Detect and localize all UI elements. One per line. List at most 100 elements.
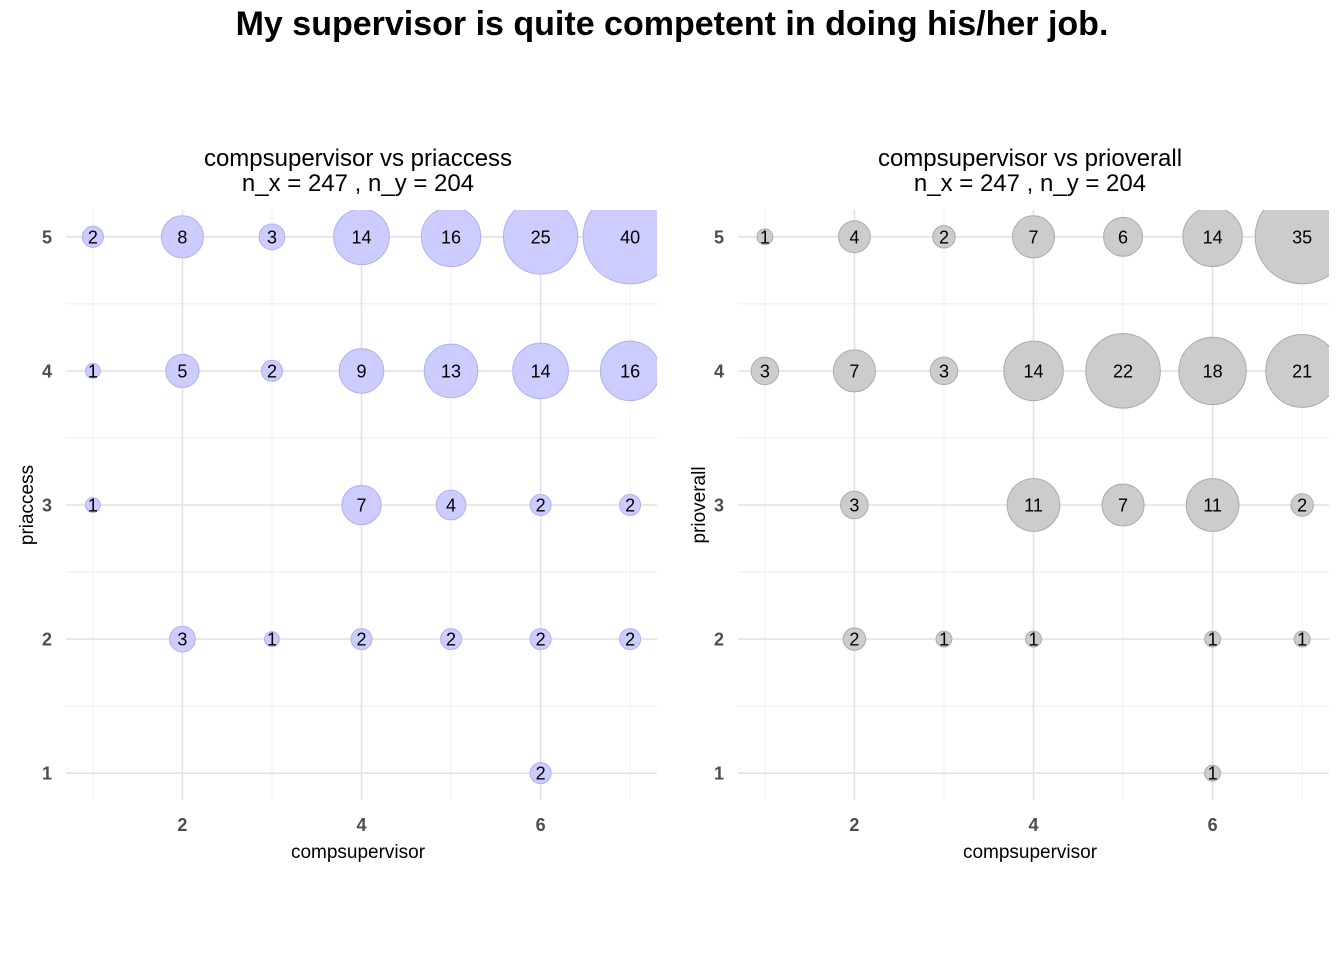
bubble-label: 3 — [267, 227, 277, 247]
bubble-label: 13 — [441, 361, 461, 381]
bubble — [756, 228, 774, 246]
bubble-label: 7 — [1028, 227, 1038, 247]
bubbles — [81, 210, 657, 785]
bubble — [1204, 764, 1222, 782]
bubble-label: 3 — [939, 361, 949, 381]
bubble — [1293, 630, 1311, 648]
bubble-label: 1 — [1028, 630, 1038, 650]
bubble — [838, 220, 871, 254]
bubble-label: 7 — [849, 361, 859, 381]
bubble-label: 2 — [536, 630, 546, 650]
bubble-label: 3 — [177, 630, 187, 650]
bubble-label: 14 — [1203, 227, 1223, 247]
panel-subtitle: n_x = 247 , n_y = 204 — [914, 170, 1146, 197]
panel-2: 1 4 2 7 6 14 353 7 3 14 22 18 213 11 7 11 22 1 1 1 112 4 61234… — [689, 145, 1329, 863]
y-tick-label: 1 — [714, 764, 724, 784]
bubble — [440, 628, 463, 651]
bubble — [1178, 336, 1247, 406]
main-title: My supervisor is quite competent in doin… — [235, 5, 1109, 43]
bubble-label: 3 — [760, 361, 770, 381]
bubble — [929, 356, 959, 386]
bubbles — [750, 210, 1329, 782]
bubble-label: 1 — [1297, 630, 1307, 650]
bubble — [81, 225, 104, 248]
bubble — [832, 349, 876, 393]
y-tick-label: 3 — [42, 496, 52, 516]
bubble-label: 1 — [267, 630, 277, 650]
bubble — [1103, 216, 1144, 257]
bubble — [840, 490, 869, 520]
panel-subtitle: n_x = 247 , n_y = 204 — [242, 170, 474, 197]
bubble — [423, 343, 479, 399]
bubble — [1204, 630, 1222, 648]
bubble — [935, 630, 953, 648]
bubble — [529, 493, 552, 517]
bubble — [169, 625, 196, 653]
x-tick-label: 4 — [1028, 815, 1038, 835]
bubble-label: 14 — [531, 361, 551, 381]
bubble — [350, 628, 373, 651]
y-tick-label: 1 — [42, 764, 52, 784]
bubble — [1182, 210, 1243, 268]
bubble — [1006, 478, 1061, 532]
bubble-label: 2 — [536, 496, 546, 516]
x-axis-label: compsupervisor — [291, 842, 426, 863]
bubble — [502, 210, 579, 275]
x-axis-label: compsupervisor — [963, 842, 1098, 863]
bubble-label: 1 — [760, 227, 770, 247]
bubble-label: 1 — [1208, 630, 1218, 650]
bubble — [420, 210, 482, 268]
bubble — [619, 628, 642, 651]
bubble — [260, 359, 283, 382]
bubble-label: 22 — [1113, 361, 1133, 381]
y-axis-label: priaccess — [17, 465, 38, 545]
bubble — [582, 210, 657, 285]
bubble-label: 2 — [267, 361, 277, 381]
panel-title: compsupervisor vs priaccess — [204, 145, 512, 172]
bubble — [435, 489, 467, 521]
bubble — [258, 223, 286, 251]
x-tick-label: 2 — [849, 815, 859, 835]
bubble — [842, 627, 867, 651]
bubble-label: 1 — [1208, 764, 1218, 784]
bubble-label: 18 — [1203, 361, 1223, 381]
bubble — [529, 762, 552, 785]
bubble — [932, 225, 956, 249]
x-tick-label: 4 — [356, 815, 366, 835]
bubble-label: 8 — [177, 227, 187, 247]
bubble-label: 2 — [849, 630, 859, 650]
bubble-label: 6 — [1118, 227, 1128, 247]
bubble — [1101, 483, 1145, 527]
bubble-label: 40 — [620, 227, 640, 247]
bubble — [1085, 333, 1161, 409]
bubble — [750, 356, 780, 386]
panel-1: 2 8 3 14 16 25 40 1 5 2 9 13 14 16 1 7 4 2 2 3 1 2 2 2 2 2 2 4 6 1 2 3 4… — [17, 145, 657, 863]
bubble — [512, 342, 569, 400]
x-tick-label: 2 — [177, 815, 187, 835]
bubble — [1185, 478, 1240, 532]
y-tick-label: 5 — [42, 227, 52, 247]
bubble — [160, 215, 204, 259]
bubble-label: 16 — [441, 227, 461, 247]
bubble-label: 14 — [351, 227, 371, 247]
y-tick-label: 4 — [42, 361, 52, 381]
y-tick-label: 3 — [714, 496, 724, 516]
bubble-label: 2 — [625, 496, 635, 516]
bubble — [165, 353, 200, 389]
bubble — [1265, 334, 1329, 408]
bubble — [1011, 215, 1056, 259]
bubble-label: 4 — [849, 227, 859, 247]
bubble-label: 2 — [1297, 496, 1307, 516]
bubble-label: 11 — [1024, 496, 1043, 516]
bubble — [338, 348, 385, 394]
bubble-label: 35 — [1292, 227, 1312, 247]
bubble-label: 2 — [446, 630, 456, 650]
bubble-label: 7 — [1118, 496, 1128, 516]
bubble — [264, 631, 280, 648]
bubble-label: 2 — [356, 630, 366, 650]
y-tick-label: 4 — [714, 361, 724, 381]
bubble — [341, 484, 382, 526]
y-axis-label: prioverall — [689, 466, 710, 543]
bubble-label: 2 — [88, 227, 98, 247]
